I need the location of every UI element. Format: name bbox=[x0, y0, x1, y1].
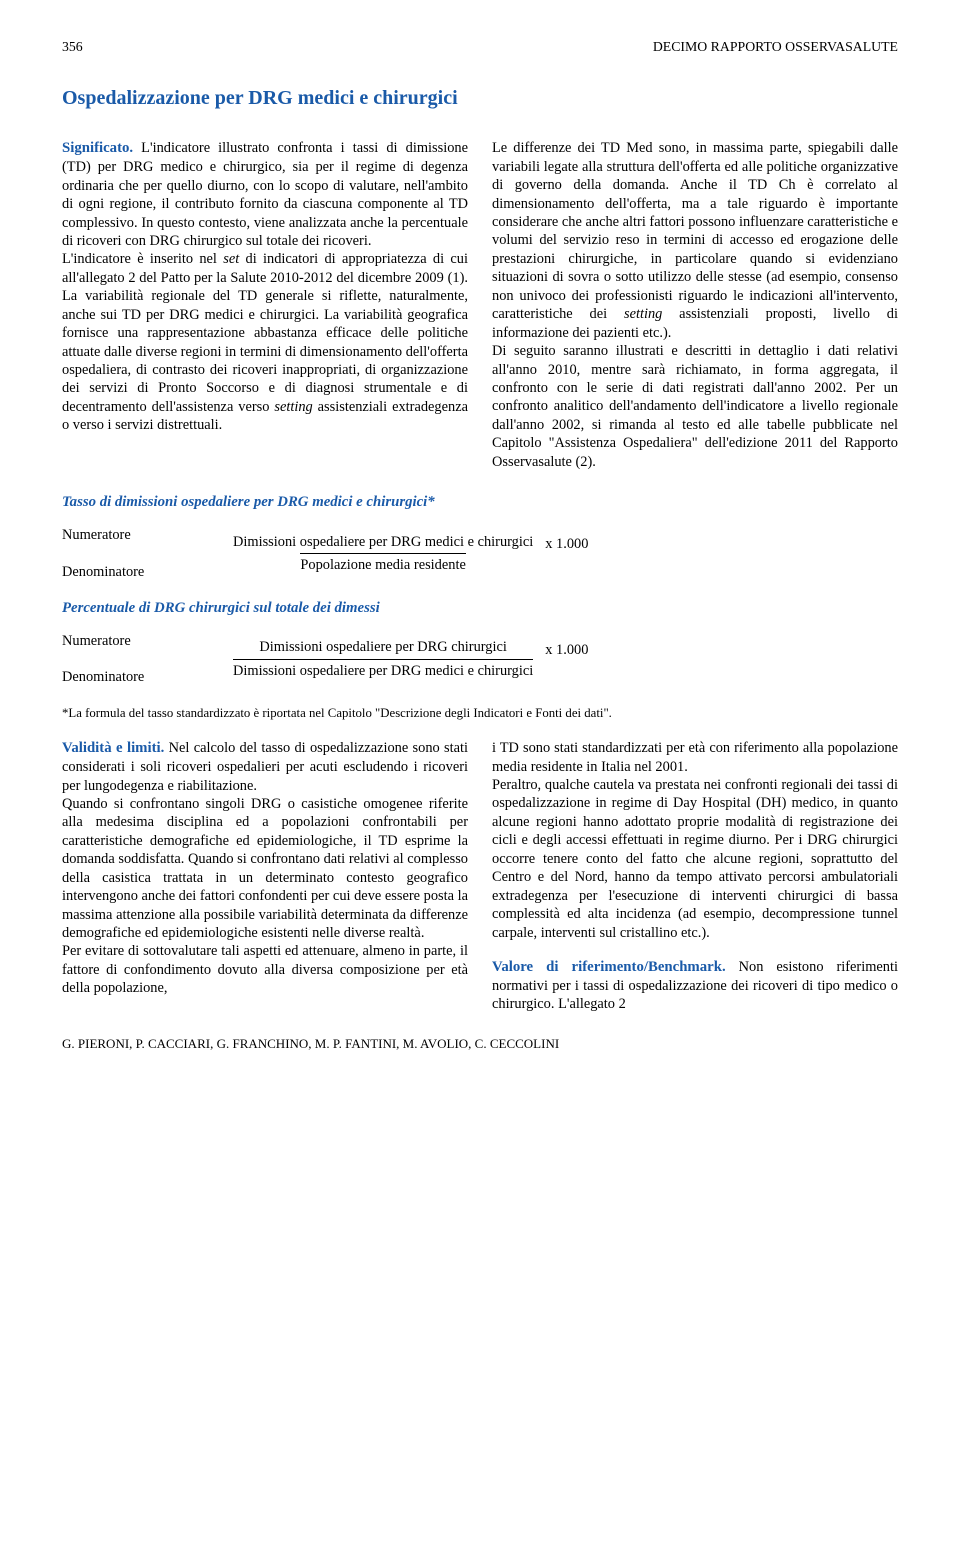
formula-1-multiplier: x 1.000 bbox=[539, 535, 588, 553]
formula-2-num-value: Dimissioni ospedaliere per DRG chirurgic… bbox=[259, 638, 507, 658]
running-title: DECIMO RAPPORTO OSSERVASALUTE bbox=[653, 38, 898, 56]
formula-2-den-value: Dimissioni ospedaliere per DRG medici e … bbox=[233, 659, 533, 680]
formula-1-den-value: Popolazione media residente bbox=[300, 553, 465, 574]
validita-r1: i TD sono stati standardizzati per età c… bbox=[492, 739, 898, 776]
article-title: Ospedalizzazione per DRG medici e chirur… bbox=[62, 86, 898, 112]
formula-1-title: Tasso di dimissioni ospedaliere per DRG … bbox=[62, 493, 898, 512]
validita-col-right: i TD sono stati standardizzati per età c… bbox=[492, 739, 898, 1014]
formula-2-multiplier: x 1.000 bbox=[539, 641, 588, 659]
validita-label: Validità e limiti. bbox=[62, 740, 164, 756]
significato-section: Significato. L'indicatore illustrato con… bbox=[62, 139, 898, 471]
formula-2: Percentuale di DRG chirurgici sul totale… bbox=[62, 599, 898, 687]
validita-p3: Per evitare di sottovalutare tali aspett… bbox=[62, 942, 468, 997]
formula-2-den-label: Denominatore bbox=[62, 668, 227, 686]
validita-col-left: Validità e limiti. Nel calcolo del tasso… bbox=[62, 739, 468, 1014]
formula-2-title: Percentuale di DRG chirurgici sul totale… bbox=[62, 599, 898, 618]
formula-1: Tasso di dimissioni ospedaliere per DRG … bbox=[62, 493, 898, 581]
significato-col-left: Significato. L'indicatore illustrato con… bbox=[62, 139, 468, 471]
formula-footnote: *La formula del tasso standardizzato è r… bbox=[62, 705, 898, 721]
valore-label: Valore di riferimento/Benchmark. bbox=[492, 959, 726, 975]
significato-col-right: Le differenze dei TD Med sono, in massim… bbox=[492, 139, 898, 471]
formula-2-num-label: Numeratore bbox=[62, 632, 227, 650]
formula-2-row: Numeratore Denominatore Dimissioni osped… bbox=[62, 632, 898, 687]
formula-2-fraction: Dimissioni ospedaliere per DRG chirurgic… bbox=[227, 638, 539, 680]
validita-r2: Peraltro, qualche cautela va prestata ne… bbox=[492, 776, 898, 942]
validita-p2: Quando si confrontano singoli DRG o casi… bbox=[62, 795, 468, 943]
formula-1-num-value: Dimissioni ospedaliere per DRG medici e … bbox=[233, 533, 533, 553]
page-number: 356 bbox=[62, 38, 83, 56]
formula-1-den-label: Denominatore bbox=[62, 563, 227, 581]
validita-section: Validità e limiti. Nel calcolo del tasso… bbox=[62, 739, 898, 1014]
formula-1-num-label: Numeratore bbox=[62, 526, 227, 544]
formula-1-row: Numeratore Denominatore Dimissioni osped… bbox=[62, 526, 898, 581]
page-header: 356 DECIMO RAPPORTO OSSERVASALUTE bbox=[62, 38, 898, 56]
authors-line: G. PIERONI, P. CACCIARI, G. FRANCHINO, M… bbox=[62, 1036, 898, 1053]
formula-1-fraction: Dimissioni ospedaliere per DRG medici e … bbox=[227, 533, 539, 575]
significato-label: Significato. bbox=[62, 140, 133, 156]
